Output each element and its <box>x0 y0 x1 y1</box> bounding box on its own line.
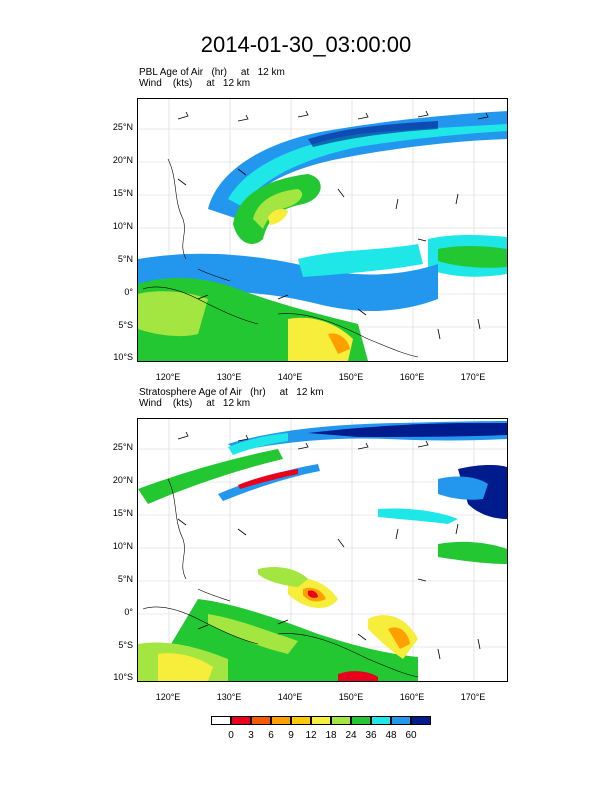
panel1-lat-label: 10°S <box>113 352 133 362</box>
legend-swatch <box>371 716 391 725</box>
panel2-subtitle-line2: Wind (kts) at 12 km <box>139 398 251 409</box>
legend-label: 3 <box>248 730 254 741</box>
legend-swatch <box>211 716 231 725</box>
legend-label: 6 <box>268 730 274 741</box>
legend-label: 0 <box>228 730 234 741</box>
page-title: 2014-01-30_03:00:00 <box>200 32 412 57</box>
panel2-lat-label: 5°N <box>117 574 133 584</box>
legend-label: 12 <box>305 730 317 741</box>
legend-label: 60 <box>405 730 417 741</box>
panel2-lon-label: 140°E <box>277 692 303 702</box>
legend-label: 18 <box>325 730 337 741</box>
legend-label: 9 <box>288 730 294 741</box>
legend-swatch <box>251 716 271 725</box>
legend-swatch <box>271 716 291 725</box>
legend-swatch <box>411 716 431 725</box>
panel1-subtitle-line2: Wind (kts) at 12 km <box>139 78 251 89</box>
panel1-lon-label: 170°E <box>460 372 486 382</box>
pbl-age-map <box>137 98 508 362</box>
panel1-lat-label: 15°N <box>112 188 133 198</box>
panel1-lon-label: 160°E <box>399 372 425 382</box>
panel1-lon-label: 130°E <box>216 372 242 382</box>
panel2-lon-label: 150°E <box>338 692 364 702</box>
pbl-age-field <box>138 99 507 361</box>
legend-label: 24 <box>345 730 357 741</box>
panel1-subtitle: PBL Age of Air (hr) at 12 km Wind (kts) … <box>139 67 285 89</box>
panel2-lon-label: 130°E <box>216 692 242 702</box>
panel2-lat-label: 20°N <box>112 475 133 485</box>
legend-swatch <box>291 716 311 725</box>
panel1-lat-label: 0° <box>124 287 133 297</box>
legend-swatch <box>391 716 411 725</box>
panel2-lat-label: 5°S <box>118 640 133 650</box>
panel2-subtitle: Stratosphere Age of Air (hr) at 12 km Wi… <box>139 387 324 409</box>
panel1-lon-label: 140°E <box>277 372 303 382</box>
stratosphere-age-field <box>138 419 507 681</box>
panel2-subtitle-line1: Stratosphere Age of Air (hr) at 12 km <box>139 387 324 398</box>
panel1-lat-label: 5°N <box>117 254 133 264</box>
panel1-lat-label: 10°N <box>112 221 133 231</box>
legend-label: 36 <box>365 730 377 741</box>
legend-swatch <box>351 716 371 725</box>
panel2-lat-label: 0° <box>124 607 133 617</box>
panel1-lon-label: 120°E <box>155 372 181 382</box>
panel1-lat-label: 5°S <box>118 320 133 330</box>
panel1-lat-label: 20°N <box>112 155 133 165</box>
legend-label: 48 <box>385 730 397 741</box>
panel2-lat-label: 15°N <box>112 508 133 518</box>
legend-swatch <box>331 716 351 725</box>
panel2-lat-label: 10°N <box>112 541 133 551</box>
stratosphere-age-map <box>137 418 508 682</box>
panel2-lon-label: 160°E <box>399 692 425 702</box>
panel1-subtitle-line1: PBL Age of Air (hr) at 12 km <box>139 67 285 78</box>
legend-swatch <box>231 716 251 725</box>
legend-swatch <box>311 716 331 725</box>
panel1-lat-label: 25°N <box>112 122 133 132</box>
panel1-lon-label: 150°E <box>338 372 364 382</box>
panel2-lat-label: 10°S <box>113 672 133 682</box>
panel2-lat-label: 25°N <box>112 442 133 452</box>
panel2-lon-label: 170°E <box>460 692 486 702</box>
panel2-lon-label: 120°E <box>155 692 181 702</box>
